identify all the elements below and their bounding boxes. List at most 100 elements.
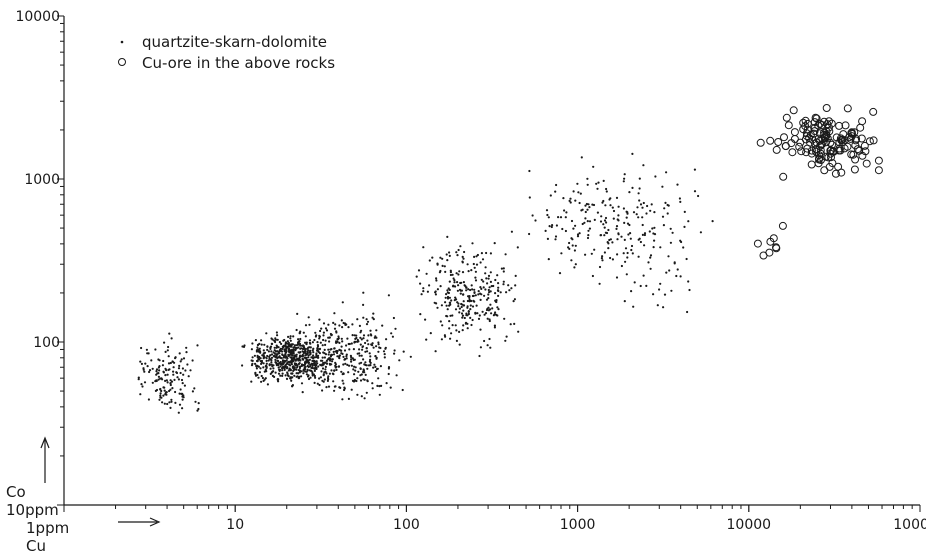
data-point-dot: [477, 293, 480, 296]
data-point-dot: [573, 249, 577, 252]
data-point-dot: [172, 370, 175, 373]
data-point-dot: [605, 221, 608, 224]
data-point-dot: [179, 388, 182, 391]
data-point-dot: [586, 208, 589, 211]
data-point-dot: [295, 355, 298, 358]
data-point-dot: [293, 354, 296, 357]
data-point-dot: [475, 255, 478, 258]
x-tick-label: 10: [226, 517, 244, 533]
data-point-dot: [605, 190, 608, 193]
data-point-dot: [269, 347, 272, 350]
data-point-dot: [480, 287, 483, 290]
data-point-dot: [366, 367, 369, 370]
data-point-dot: [573, 266, 576, 269]
data-point-dot: [499, 291, 502, 294]
data-point-dot: [609, 204, 612, 207]
data-point-dot: [157, 378, 160, 381]
data-point-dot: [393, 352, 396, 355]
data-point-dot: [307, 365, 310, 369]
data-point-dot: [142, 367, 145, 370]
data-point-dot: [650, 203, 653, 206]
data-point-dot: [451, 273, 454, 276]
data-point-dot: [300, 382, 304, 385]
data-point-dot: [356, 338, 359, 342]
data-point-dot: [303, 361, 307, 364]
data-point-dot: [260, 374, 263, 378]
data-point-dot: [445, 304, 448, 307]
data-point-dot: [393, 349, 396, 352]
data-point-dot: [356, 393, 359, 396]
data-point-dot: [666, 212, 669, 215]
data-point-dot: [583, 221, 586, 224]
data-point-dot: [632, 305, 635, 308]
data-point-dot: [635, 213, 638, 216]
data-point-dot: [338, 341, 341, 344]
data-point-dot: [342, 372, 345, 375]
data-point-dot: [350, 364, 353, 367]
data-point-dot: [319, 359, 323, 362]
data-point-dot: [287, 347, 291, 350]
data-point-dot: [598, 265, 602, 269]
data-point-dot: [261, 376, 264, 380]
data-point-circle: [816, 146, 825, 155]
data-point-dot: [306, 368, 309, 371]
data-point-dot: [637, 192, 640, 195]
data-point-dot: [333, 327, 337, 330]
data-point-dot: [440, 304, 443, 307]
data-point-dot: [311, 371, 314, 374]
data-point-circle: [857, 134, 866, 143]
data-point-circle: [784, 121, 793, 130]
data-point-circle: [836, 134, 845, 143]
data-point-dot: [360, 361, 363, 364]
data-point-circle: [753, 239, 762, 248]
data-point-dot: [297, 341, 300, 344]
data-point-dot: [485, 308, 489, 312]
data-point-dot: [670, 289, 673, 292]
data-point-dot: [343, 358, 346, 361]
data-point-circle: [780, 133, 788, 142]
data-point-dot: [687, 220, 690, 223]
data-point-dot: [447, 287, 450, 290]
data-point-dot: [347, 371, 350, 374]
data-point-dot: [477, 290, 480, 293]
data-point-dot: [661, 215, 665, 218]
data-point-dot: [588, 220, 592, 223]
data-point-dot: [365, 347, 368, 350]
data-point-dot: [478, 314, 481, 317]
data-point-dot: [461, 260, 464, 263]
data-point-dot: [362, 303, 365, 306]
data-point-dot: [489, 252, 492, 255]
data-point-dot: [586, 183, 589, 186]
data-point-dot: [457, 248, 460, 252]
data-point-dot: [165, 369, 168, 372]
data-point-dot: [688, 288, 691, 292]
data-point-dot: [182, 394, 185, 397]
data-point-dot: [385, 338, 388, 341]
data-point-dot: [497, 294, 500, 297]
data-point-dot: [167, 362, 171, 365]
data-point-dot: [296, 375, 299, 378]
data-point-dot: [484, 288, 487, 291]
data-point-dot: [291, 360, 294, 363]
data-point-dot: [546, 213, 549, 217]
data-point-dot: [263, 343, 266, 346]
data-point-dot: [565, 211, 568, 214]
data-point-dot: [454, 308, 458, 311]
data-point-dot: [560, 252, 563, 255]
data-point-dot: [161, 378, 164, 381]
data-point-circle: [811, 113, 820, 122]
data-point-dot: [329, 358, 332, 361]
data-point-circle: [835, 138, 844, 147]
data-point-dot: [435, 277, 438, 280]
data-point-dot: [171, 360, 174, 363]
data-point-dot: [319, 363, 322, 366]
data-point-dot: [394, 327, 397, 330]
data-point-dot: [493, 324, 496, 327]
data-point-dot: [466, 327, 469, 330]
data-point-dot: [369, 361, 372, 364]
data-point-dot: [687, 280, 690, 283]
data-point-dot: [447, 291, 450, 295]
data-point-dot: [446, 289, 449, 292]
data-point-dot: [307, 356, 310, 359]
data-point-dot: [534, 219, 537, 222]
